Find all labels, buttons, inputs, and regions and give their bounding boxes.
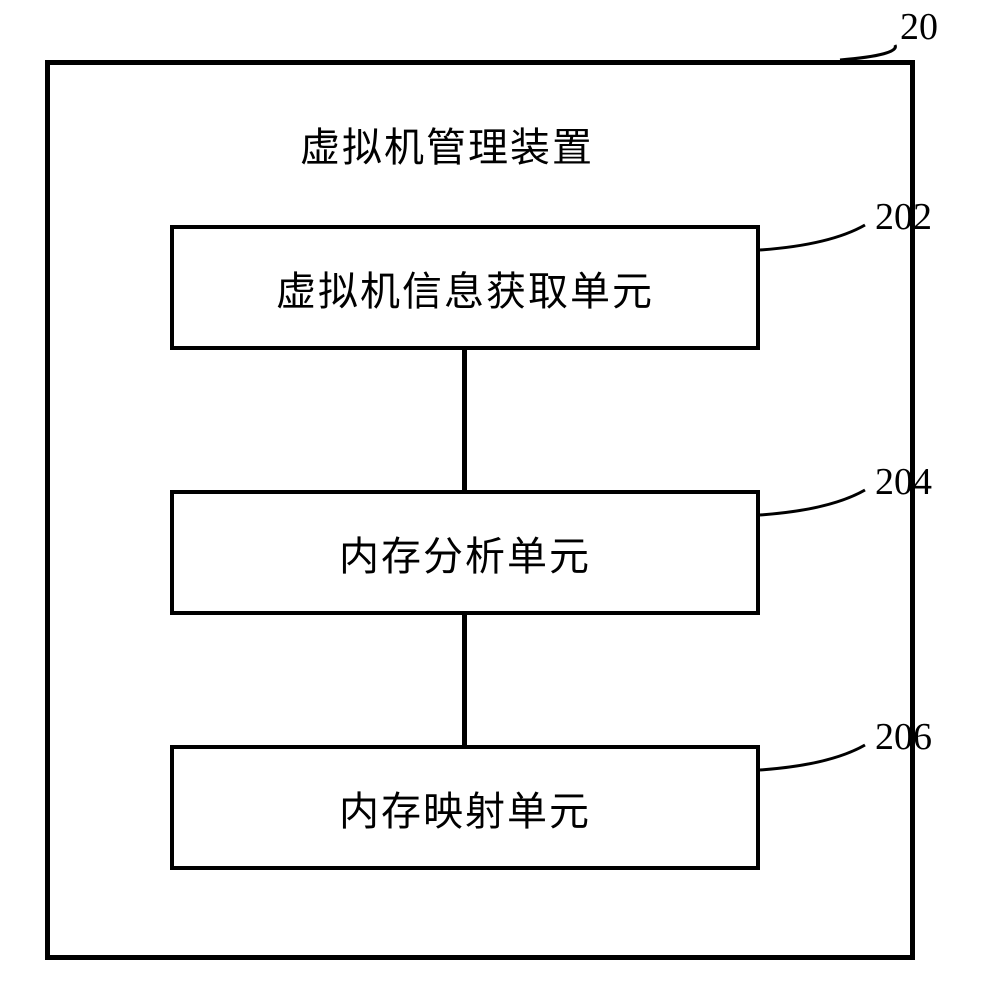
box-vm-info-acquisition-unit: 虚拟机信息获取单元 [170, 225, 760, 350]
box-204-leader [756, 486, 869, 519]
outer-ref-label: 20 [900, 5, 938, 49]
box-204-ref: 204 [875, 460, 932, 504]
box-202-leader [756, 221, 869, 254]
box-memory-analysis-unit: 内存分析单元 [170, 490, 760, 615]
connector-202-204 [462, 350, 467, 490]
box-206-ref: 206 [875, 715, 932, 759]
box-202-ref: 202 [875, 195, 932, 239]
box-label: 虚拟机信息获取单元 [276, 259, 654, 317]
box-memory-mapping-unit: 内存映射单元 [170, 745, 760, 870]
connector-204-206 [462, 615, 467, 745]
outer-leader-curve [836, 41, 904, 64]
box-label: 内存分析单元 [339, 524, 591, 582]
box-206-leader [756, 741, 869, 774]
box-label: 内存映射单元 [339, 779, 591, 837]
outer-container-title: 虚拟机管理装置 [300, 115, 594, 173]
diagram-canvas: 虚拟机管理装置 20 虚拟机信息获取单元 202 内存分析单元 204 内存映射… [0, 0, 1000, 995]
